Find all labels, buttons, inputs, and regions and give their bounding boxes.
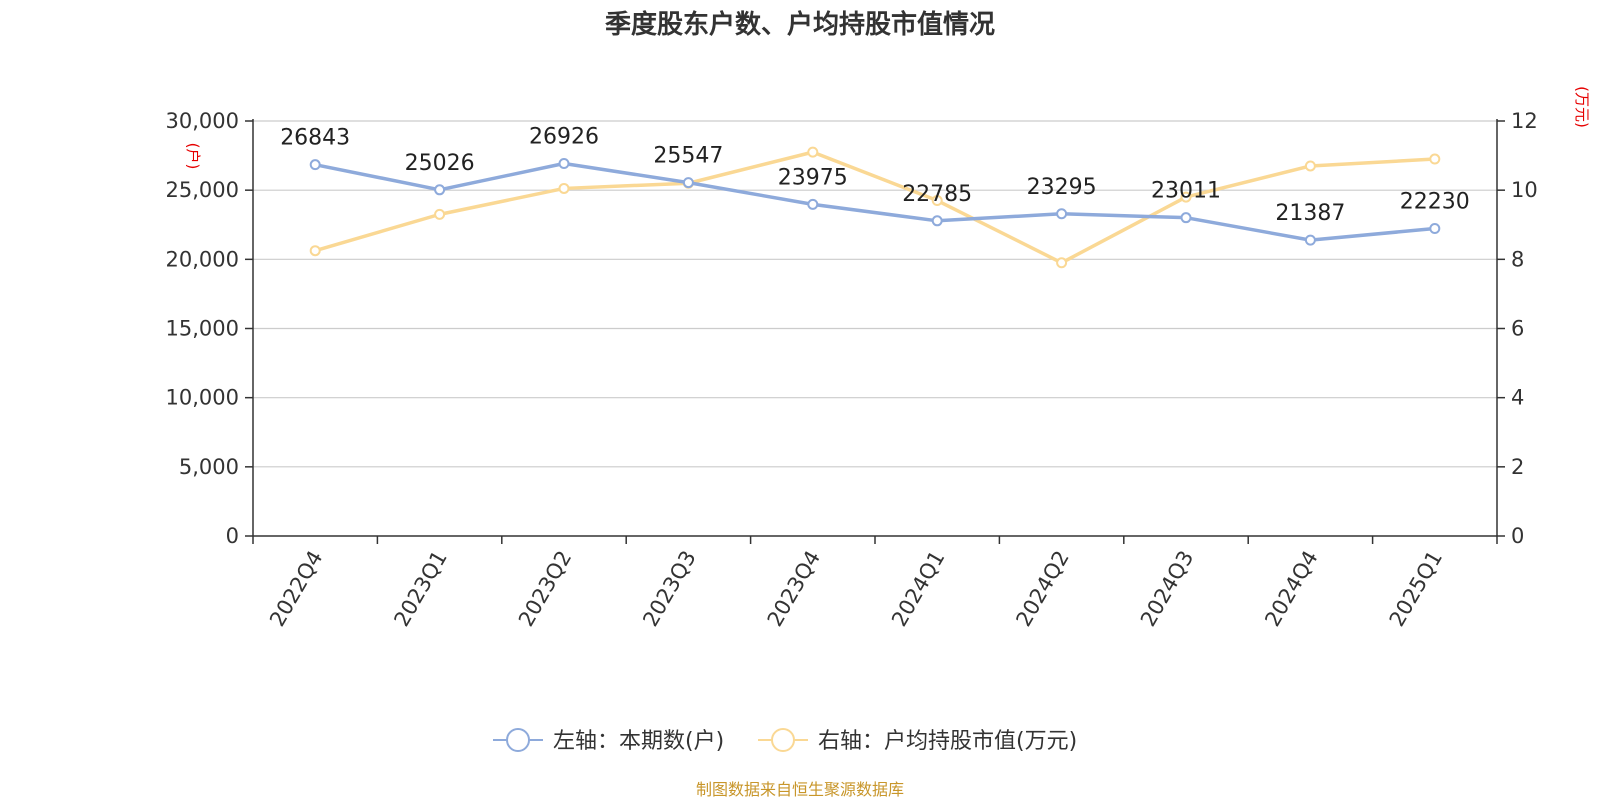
left-axis-tick-label: 25,000 xyxy=(166,178,239,202)
point-shareholders xyxy=(1056,208,1068,220)
x-axis-tick-label: 2023Q3 xyxy=(638,547,700,631)
right-axis-tick-label: 0 xyxy=(1511,524,1524,548)
left-axis-tick-label: 5,000 xyxy=(179,455,239,479)
point-avg-holding-value xyxy=(1304,160,1316,172)
right-axis-tick-label: 2 xyxy=(1511,455,1524,479)
point-shareholders xyxy=(1304,234,1316,246)
x-axis-tick-label: 2025Q1 xyxy=(1385,547,1447,631)
right-axis-tick-label: 8 xyxy=(1511,247,1524,271)
x-axis-tick-label: 2024Q1 xyxy=(887,547,949,631)
x-axis-tick-label: 2024Q4 xyxy=(1260,547,1322,631)
point-avg-holding-value xyxy=(807,146,819,158)
point-shareholders xyxy=(1180,212,1192,224)
point-shareholders xyxy=(1429,222,1441,234)
point-avg-holding-value xyxy=(434,208,446,220)
left-axis-tick-label: 30,000 xyxy=(166,109,239,133)
legend-item-shareholders-label: 左轴：本期数(户) xyxy=(553,729,724,754)
point-shareholders xyxy=(309,159,321,171)
data-label: 25026 xyxy=(405,151,475,176)
x-axis-tick-label: 2024Q3 xyxy=(1136,547,1198,631)
legend-item-avg-holding-value-label: 右轴：户均持股市值(万元) xyxy=(818,729,1077,754)
series-line-avg-holding-value xyxy=(314,150,1435,265)
chart-title: 季度股东户数、户均持股市值情况 xyxy=(604,10,995,40)
point-avg-holding-value xyxy=(1429,153,1441,165)
left-axis-tick-label: 15,000 xyxy=(166,317,239,341)
point-shareholders xyxy=(931,215,943,227)
legend-item-shareholders-marker xyxy=(506,728,530,752)
left-axis-unit: (户) xyxy=(184,143,202,170)
data-label: 22785 xyxy=(902,182,972,207)
data-label: 22230 xyxy=(1400,189,1470,214)
left-axis-tick-label: 10,000 xyxy=(166,386,239,410)
point-avg-holding-value xyxy=(309,245,321,257)
left-axis-tick-label: 0 xyxy=(226,524,239,548)
point-avg-holding-value xyxy=(1180,191,1192,203)
x-axis-tick-label: 2023Q1 xyxy=(389,547,451,631)
right-axis-tick-label: 10 xyxy=(1511,178,1538,202)
point-shareholders xyxy=(682,177,694,189)
data-label: 23975 xyxy=(778,165,848,190)
x-axis-tick-label: 2022Q4 xyxy=(265,547,327,631)
x-axis-tick-label: 2023Q4 xyxy=(763,547,825,631)
data-label: 26843 xyxy=(280,126,350,151)
data-label: 23011 xyxy=(1151,179,1221,204)
left-axis-tick-label: 20,000 xyxy=(166,247,239,271)
right-axis-unit: (万元) xyxy=(1573,86,1591,128)
x-axis-tick-label: 2023Q2 xyxy=(514,547,576,631)
legend-item-avg-holding-value-marker xyxy=(771,728,795,752)
data-source-note: 制图数据来自恒生聚源数据库 xyxy=(695,780,904,799)
point-avg-holding-value xyxy=(558,182,570,194)
point-avg-holding-value xyxy=(931,195,943,207)
right-axis-tick-label: 6 xyxy=(1511,317,1524,341)
right-axis-tick-label: 4 xyxy=(1511,386,1524,410)
data-label: 21387 xyxy=(1275,201,1345,226)
point-avg-holding-value xyxy=(1056,257,1068,269)
data-label: 23295 xyxy=(1027,175,1097,200)
data-label: 26926 xyxy=(529,125,599,150)
point-shareholders xyxy=(807,198,819,210)
point-shareholders xyxy=(434,184,446,196)
series-line-shareholders xyxy=(314,161,1435,242)
point-shareholders xyxy=(558,158,570,170)
data-label: 25547 xyxy=(653,144,723,169)
x-axis-tick-label: 2024Q2 xyxy=(1011,547,1073,631)
right-axis-tick-label: 12 xyxy=(1511,109,1538,133)
